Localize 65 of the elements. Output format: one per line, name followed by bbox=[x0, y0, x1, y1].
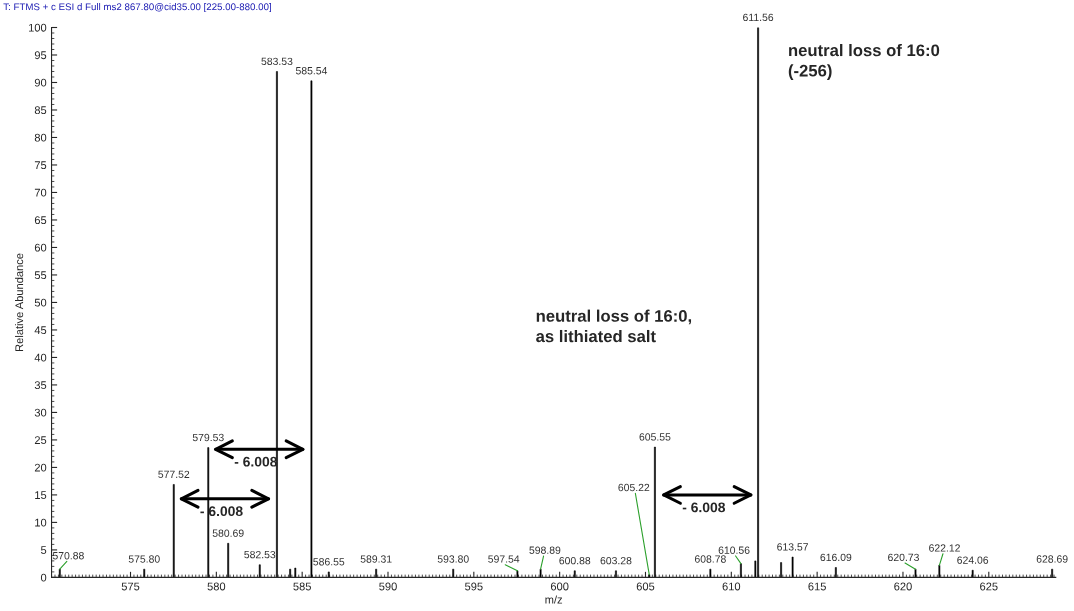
annotation: 585.54 bbox=[295, 67, 328, 75]
annotation: neutral loss of 16:0, as lithiated salt bbox=[536, 309, 692, 343]
x-tick-label: 610 bbox=[722, 582, 741, 591]
x-axis-title: m/z bbox=[545, 595, 563, 604]
annotation: 577.52 bbox=[158, 470, 190, 478]
annotation: neutral loss of 16:0 (-256) bbox=[788, 43, 940, 80]
x-tick-label: 625 bbox=[980, 582, 998, 591]
x-tick-label: 575 bbox=[121, 582, 140, 591]
annotation: 611.56 bbox=[743, 13, 774, 22]
annotation: - 6.008 bbox=[200, 506, 243, 517]
y-tick-label: 0 bbox=[40, 573, 47, 582]
y-tick-label: 10 bbox=[35, 518, 47, 527]
x-tick-label: 590 bbox=[379, 582, 397, 591]
x-tick-label: 615 bbox=[808, 582, 826, 591]
y-tick-label: 90 bbox=[34, 78, 47, 87]
annotation: 579.53 bbox=[192, 433, 224, 442]
y-tick-label: 5 bbox=[40, 546, 47, 555]
annotation: 624.06 bbox=[957, 556, 989, 564]
y-tick-label: 100 bbox=[29, 23, 47, 32]
y-tick-label: 50 bbox=[34, 298, 47, 307]
annotation: 582.53 bbox=[244, 550, 276, 559]
y-tick-label: 40 bbox=[34, 353, 47, 362]
y-axis-title: Relative Abundance bbox=[15, 253, 24, 351]
annotation: 605.55 bbox=[639, 433, 671, 441]
annotation: 605.22 bbox=[618, 483, 650, 492]
annotation: - 6.008 bbox=[682, 502, 726, 513]
y-tick-label: 60 bbox=[34, 243, 47, 252]
annotation: 598.89 bbox=[529, 546, 561, 554]
annotation: 616.09 bbox=[820, 553, 852, 562]
annotation: 583.53 bbox=[261, 57, 293, 66]
x-tick-label: 605 bbox=[636, 582, 655, 591]
text: T: FTMS + c ESI d Full ms2 867.80@cid35.00 [225.00-880.00] bbox=[3, 3, 271, 13]
x-tick-label: 580 bbox=[207, 582, 226, 591]
y-tick-label: 95 bbox=[34, 51, 47, 60]
annotation: 603.28 bbox=[600, 556, 632, 565]
y-tick-label: 30 bbox=[34, 408, 47, 417]
y-tick-label: 15 bbox=[35, 491, 47, 500]
annotation: 575.80 bbox=[128, 555, 160, 563]
y-tick-label: 85 bbox=[34, 106, 47, 115]
x-tick-label: 600 bbox=[550, 582, 569, 591]
y-tick-label: 75 bbox=[34, 161, 47, 170]
y-tick-label: 65 bbox=[34, 216, 47, 225]
annotation: 589.31 bbox=[360, 555, 392, 563]
annotation: 597.54 bbox=[488, 555, 520, 563]
y-tick-label: 35 bbox=[34, 381, 47, 390]
annotation: 628.69 bbox=[1036, 555, 1068, 563]
annotation: 608.78 bbox=[694, 555, 726, 563]
annotation: 620.73 bbox=[888, 553, 919, 562]
y-tick-label: 70 bbox=[34, 188, 47, 197]
annotation: 593.80 bbox=[437, 555, 469, 563]
y-tick-label: 45 bbox=[34, 326, 47, 335]
annotation: 570.88 bbox=[52, 552, 84, 560]
x-tick-label: 620 bbox=[894, 582, 912, 591]
annotation: 610.56 bbox=[718, 546, 750, 554]
annotation: 613.57 bbox=[777, 543, 808, 551]
annotation: 600.88 bbox=[559, 556, 591, 565]
y-tick-label: 80 bbox=[34, 133, 47, 142]
x-tick-label: 595 bbox=[465, 582, 483, 591]
annotation: 586.55 bbox=[313, 558, 345, 566]
annotation: 580.69 bbox=[212, 529, 244, 537]
x-tick-label: 585 bbox=[293, 582, 311, 591]
y-tick-label: 20 bbox=[34, 463, 47, 472]
y-tick-label: 55 bbox=[34, 271, 47, 280]
y-tick-label: 25 bbox=[34, 436, 47, 445]
annotation: 622.12 bbox=[929, 544, 960, 552]
